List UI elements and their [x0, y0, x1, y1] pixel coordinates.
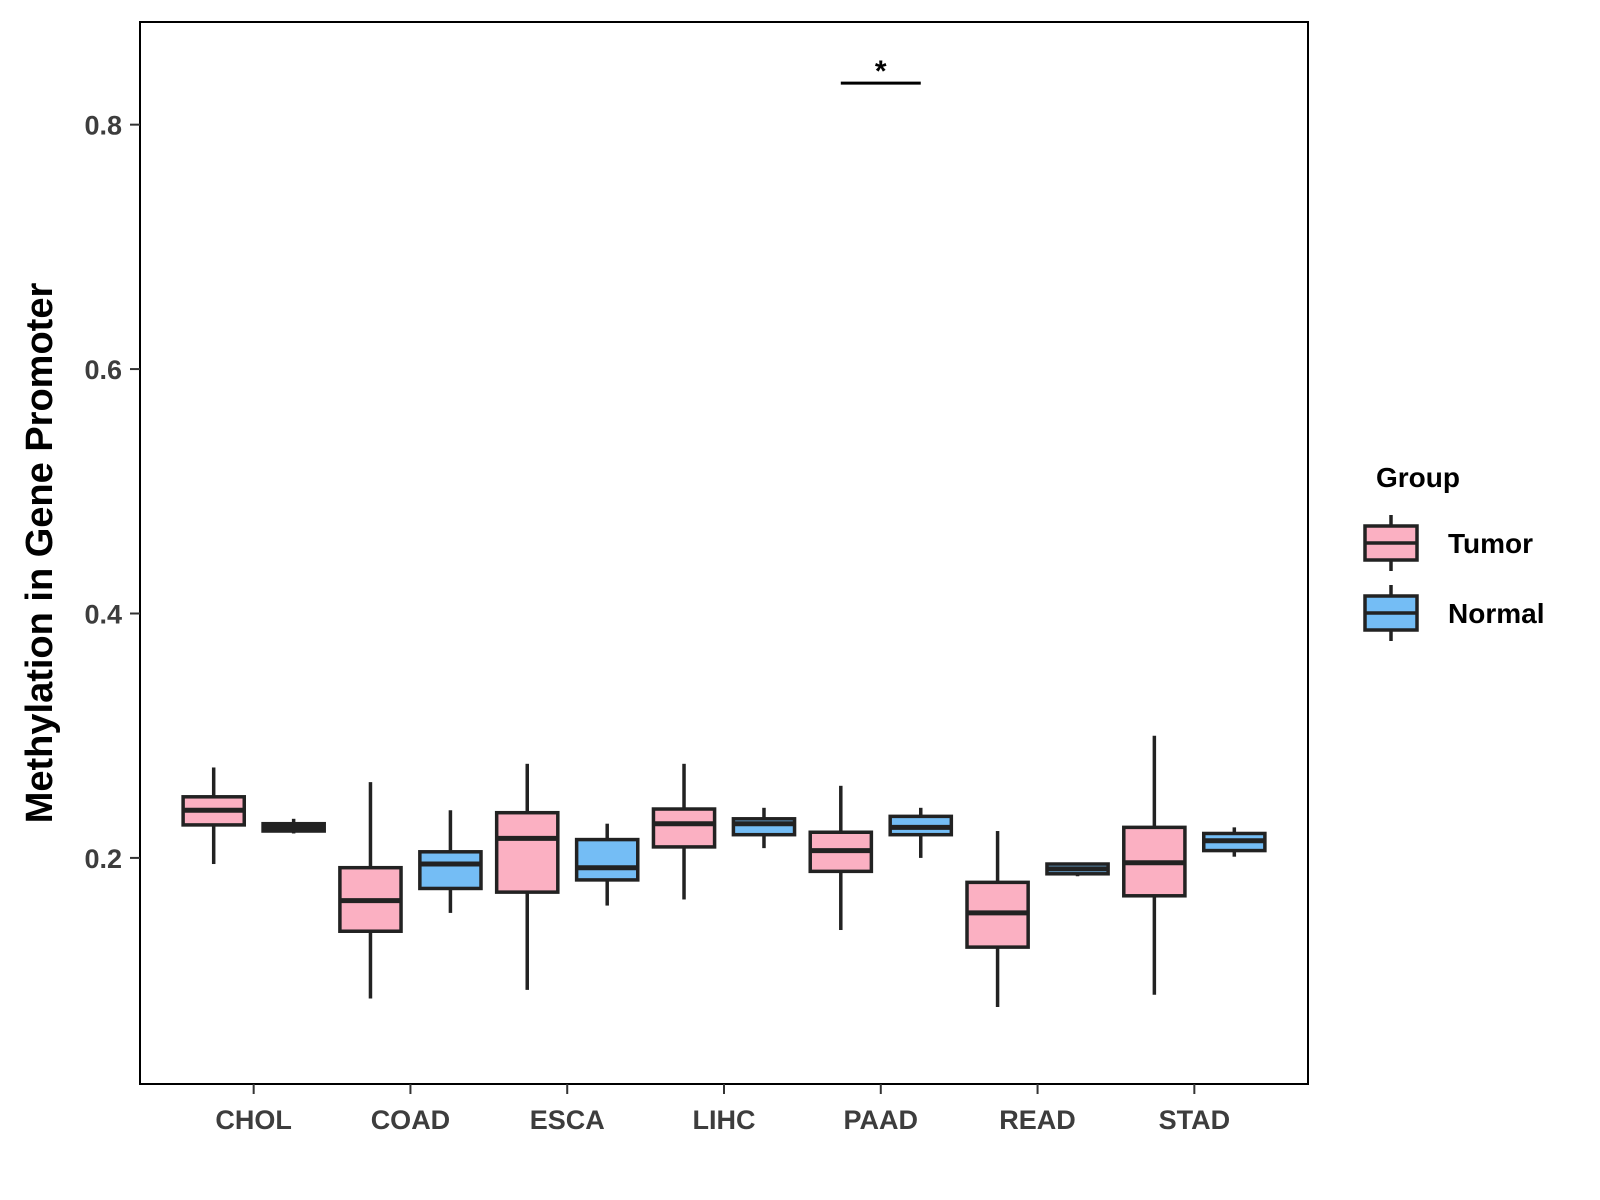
- box-tumor-esca: [494, 763, 560, 990]
- legend-label: Tumor: [1448, 528, 1533, 559]
- box-tumor-paad: [808, 785, 874, 931]
- x-tick-label: ESCA: [530, 1105, 605, 1135]
- box-normal-lihc: [731, 807, 797, 849]
- y-tick-label: 0.6: [84, 355, 122, 385]
- box-tumor-coad: [338, 782, 403, 999]
- box-normal-stad: [1201, 827, 1267, 857]
- x-axis: CHOL COAD ESCA LIHC PAAD READ STAD: [215, 1084, 1230, 1135]
- x-tick-label: COAD: [371, 1105, 451, 1135]
- legend: Group Tumor Normal: [1363, 462, 1544, 641]
- box-normal-read: [1045, 862, 1110, 877]
- y-tick-label: 0.2: [84, 844, 122, 874]
- box-body: [418, 850, 483, 891]
- x-tick-label: PAAD: [844, 1105, 919, 1135]
- legend-entry-tumor: Tumor: [1363, 515, 1533, 571]
- box-normal-esca: [574, 823, 640, 906]
- box-normal-paad: [888, 807, 954, 858]
- y-axis-title: Methylation in Gene Promoter: [19, 283, 61, 824]
- x-tick-label: LIHC: [693, 1105, 756, 1135]
- annotation-layer: *: [840, 55, 921, 88]
- box-normal-coad: [418, 810, 483, 913]
- x-tick-label: READ: [999, 1105, 1076, 1135]
- box-tumor-lihc: [651, 763, 717, 900]
- x-tick-label: CHOL: [215, 1105, 292, 1135]
- significance-label: *: [875, 55, 887, 88]
- box-body: [574, 837, 640, 882]
- y-tick-label: 0.4: [84, 599, 122, 629]
- legend-title: Group: [1376, 462, 1460, 493]
- x-tick-label: STAD: [1159, 1105, 1231, 1135]
- box-body: [494, 810, 560, 894]
- y-axis: 0.2 0.4 0.6 0.8: [84, 111, 140, 874]
- legend-label: Normal: [1448, 598, 1544, 629]
- box-tumor-chol: [181, 767, 247, 865]
- box-normal-chol: [261, 818, 326, 834]
- box-body: [651, 807, 717, 849]
- box-tumor-read: [965, 831, 1030, 1008]
- legend-entry-normal: Normal: [1363, 585, 1544, 641]
- box-tumor-stad: [1122, 735, 1187, 995]
- plot-panel: [139, 21, 1309, 1085]
- box-layer: [181, 735, 1267, 1008]
- y-tick-label: 0.8: [84, 111, 122, 141]
- box-body: [731, 817, 797, 837]
